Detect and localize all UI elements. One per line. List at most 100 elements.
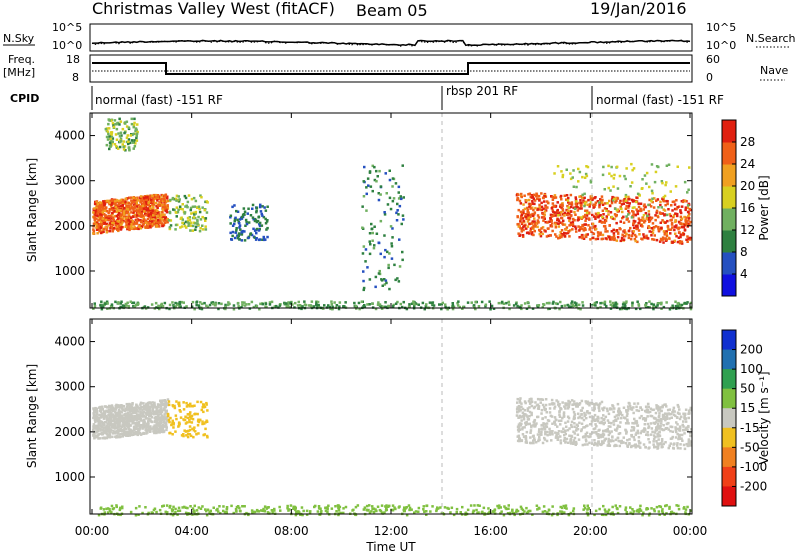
data-pixel [148,223,151,226]
data-pixel [558,415,562,418]
power-colorbar-label: Power [dB] [757,175,771,240]
data-pixel [630,234,634,237]
data-pixel [672,409,675,412]
data-pixel [128,217,132,220]
data-pixel [678,241,682,244]
data-pixel [655,404,658,407]
data-pixel [614,302,618,306]
data-pixel [629,237,633,241]
data-pixel [652,434,656,437]
data-pixel [575,305,578,308]
data-pixel [137,428,140,431]
data-pixel [575,302,578,305]
data-pixel [133,204,137,208]
data-pixel [540,427,544,430]
data-pixel [128,428,131,432]
data-pixel [107,211,110,215]
data-pixel [630,429,633,432]
data-pixel [240,239,244,242]
data-pixel [253,229,257,232]
data-pixel [636,192,640,196]
data-pixel [536,397,540,401]
data-pixel [654,421,658,424]
data-pixel [519,220,522,223]
data-pixel [145,225,148,228]
data-pixel [135,214,139,217]
data-pixel [676,403,680,407]
data-pixel [585,233,588,236]
data-pixel [600,400,604,404]
data-pixel [616,511,620,515]
data-pixel [592,415,595,419]
data-pixel [114,421,117,424]
data-pixel [682,443,686,447]
data-pixel [95,228,99,231]
data-pixel [387,266,390,270]
data-pixel [616,424,620,428]
data-pixel [574,225,577,228]
data-pixel [188,216,191,219]
data-pixel [135,431,138,434]
data-pixel [136,196,139,199]
data-pixel [156,221,159,224]
data-pixel [235,209,238,213]
data-pixel [125,140,129,144]
data-pixel [611,304,614,308]
velocity-data [92,397,693,517]
data-pixel [566,303,569,307]
y-tick-label: 4000 [54,129,85,143]
data-pixel [566,402,570,405]
data-pixel [122,423,126,426]
data-pixel [131,430,134,433]
data-pixel [678,240,682,243]
data-pixel [553,407,556,410]
data-pixel [605,304,608,308]
data-pixel [229,231,232,235]
data-pixel [527,198,531,202]
data-pixel [373,165,376,169]
data-pixel [585,217,588,220]
data-pixel [109,205,113,208]
data-pixel [161,305,165,308]
data-pixel [121,203,124,207]
data-pixel [657,442,661,446]
data-pixel [117,217,120,220]
data-pixel [575,426,578,430]
data-pixel [625,204,628,208]
data-pixel [571,441,574,444]
data-pixel [634,420,637,423]
data-pixel [529,213,533,217]
data-pixel [101,405,104,408]
data-pixel [135,432,138,436]
station-title: Christmas Valley West (fitACF) [92,0,335,18]
data-pixel [657,510,661,513]
data-pixel [573,422,576,425]
data-pixel [651,222,655,225]
data-pixel [559,407,562,410]
data-pixel [689,408,692,412]
data-pixel [204,217,208,220]
data-pixel [618,444,621,448]
data-pixel [132,410,135,414]
data-pixel [633,233,637,237]
data-pixel [560,235,563,239]
data-pixel [133,139,136,142]
data-pixel [654,417,657,420]
data-pixel [133,117,136,121]
data-pixel [106,199,109,203]
data-pixel [151,409,155,412]
data-pixel [388,178,392,182]
data-pixel [301,305,304,308]
data-pixel [384,279,388,282]
data-pixel [622,301,625,304]
data-pixel [140,212,144,215]
data-pixel [118,425,122,428]
data-pixel [636,424,639,427]
data-pixel [533,438,536,442]
data-pixel [233,236,237,240]
data-pixel [120,407,124,410]
data-pixel [126,134,129,137]
data-pixel [362,245,366,248]
data-pixel [638,508,641,511]
